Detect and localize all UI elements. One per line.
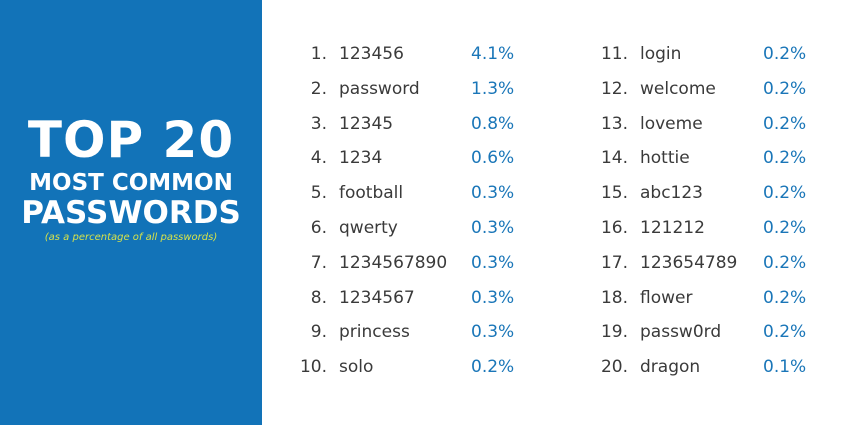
password: 1234567: [339, 287, 415, 308]
password: loveme: [640, 113, 703, 134]
rank: 1.: [310, 44, 327, 64]
rank: 17.: [600, 252, 628, 273]
note: (as a percentage of all passwords): [44, 232, 218, 243]
password: welcome: [640, 78, 716, 99]
password: solo: [339, 357, 374, 378]
share: 0.2%: [763, 78, 807, 99]
password: 121212: [640, 218, 705, 238]
share: 1.3%: [471, 78, 515, 99]
password: dragon: [640, 357, 701, 378]
rank: 5.: [310, 183, 327, 204]
password: qwerty: [339, 218, 398, 238]
rank: 8.: [310, 287, 327, 308]
password: 1234567890: [339, 252, 448, 273]
share: 0.2%: [763, 148, 807, 169]
rank: 6.: [310, 218, 327, 238]
share: 0.2%: [763, 287, 807, 308]
rank: 13.: [600, 113, 628, 134]
password: login: [640, 44, 682, 64]
rank: 11.: [600, 44, 628, 64]
rank: 19.: [600, 322, 628, 343]
share: 0.3%: [471, 218, 515, 238]
share: 0.3%: [471, 252, 515, 273]
password: abc123: [640, 183, 704, 204]
password: princess: [339, 322, 410, 343]
share: 0.2%: [763, 113, 807, 134]
password: football: [339, 183, 404, 204]
subject: PASSWORDS: [21, 195, 241, 231]
share: 0.6%: [471, 148, 515, 169]
password: flower: [640, 287, 693, 308]
share: 0.2%: [763, 322, 807, 343]
share: 0.2%: [763, 183, 807, 204]
share: 4.1%: [471, 44, 515, 64]
rank: 10.: [299, 357, 327, 378]
rank: 14.: [600, 148, 628, 169]
password: passw0rd: [640, 322, 722, 343]
password: password: [339, 78, 420, 99]
password: 1234: [339, 148, 383, 169]
password: 12345: [339, 113, 394, 134]
share: 0.2%: [763, 218, 807, 238]
title-panel: TOP 20 MOST COMMON PASSWORDS (as a perce…: [0, 0, 262, 425]
share: 0.8%: [471, 113, 515, 134]
password: 123456: [339, 44, 404, 64]
share: 0.3%: [471, 183, 515, 204]
subtitle: MOST COMMON: [29, 170, 233, 196]
rank: 2.: [310, 78, 327, 99]
rank: 7.: [310, 252, 327, 273]
rank: 20.: [600, 357, 628, 378]
share: 0.2%: [763, 44, 807, 64]
rank: 4.: [310, 148, 327, 169]
share: 0.2%: [763, 252, 807, 273]
title: TOP 20: [27, 111, 235, 169]
rank: 16.: [600, 218, 628, 238]
rank: 15.: [600, 183, 628, 204]
share: 0.3%: [471, 322, 515, 343]
share: 0.2%: [471, 357, 515, 378]
share: 0.1%: [763, 357, 807, 378]
password: 123654789: [640, 252, 738, 273]
rank: 3.: [310, 113, 327, 134]
password: hottie: [640, 148, 690, 169]
rank: 9.: [310, 322, 327, 343]
share: 0.3%: [471, 287, 515, 308]
rank: 18.: [600, 287, 628, 308]
rank: 12.: [600, 78, 628, 99]
